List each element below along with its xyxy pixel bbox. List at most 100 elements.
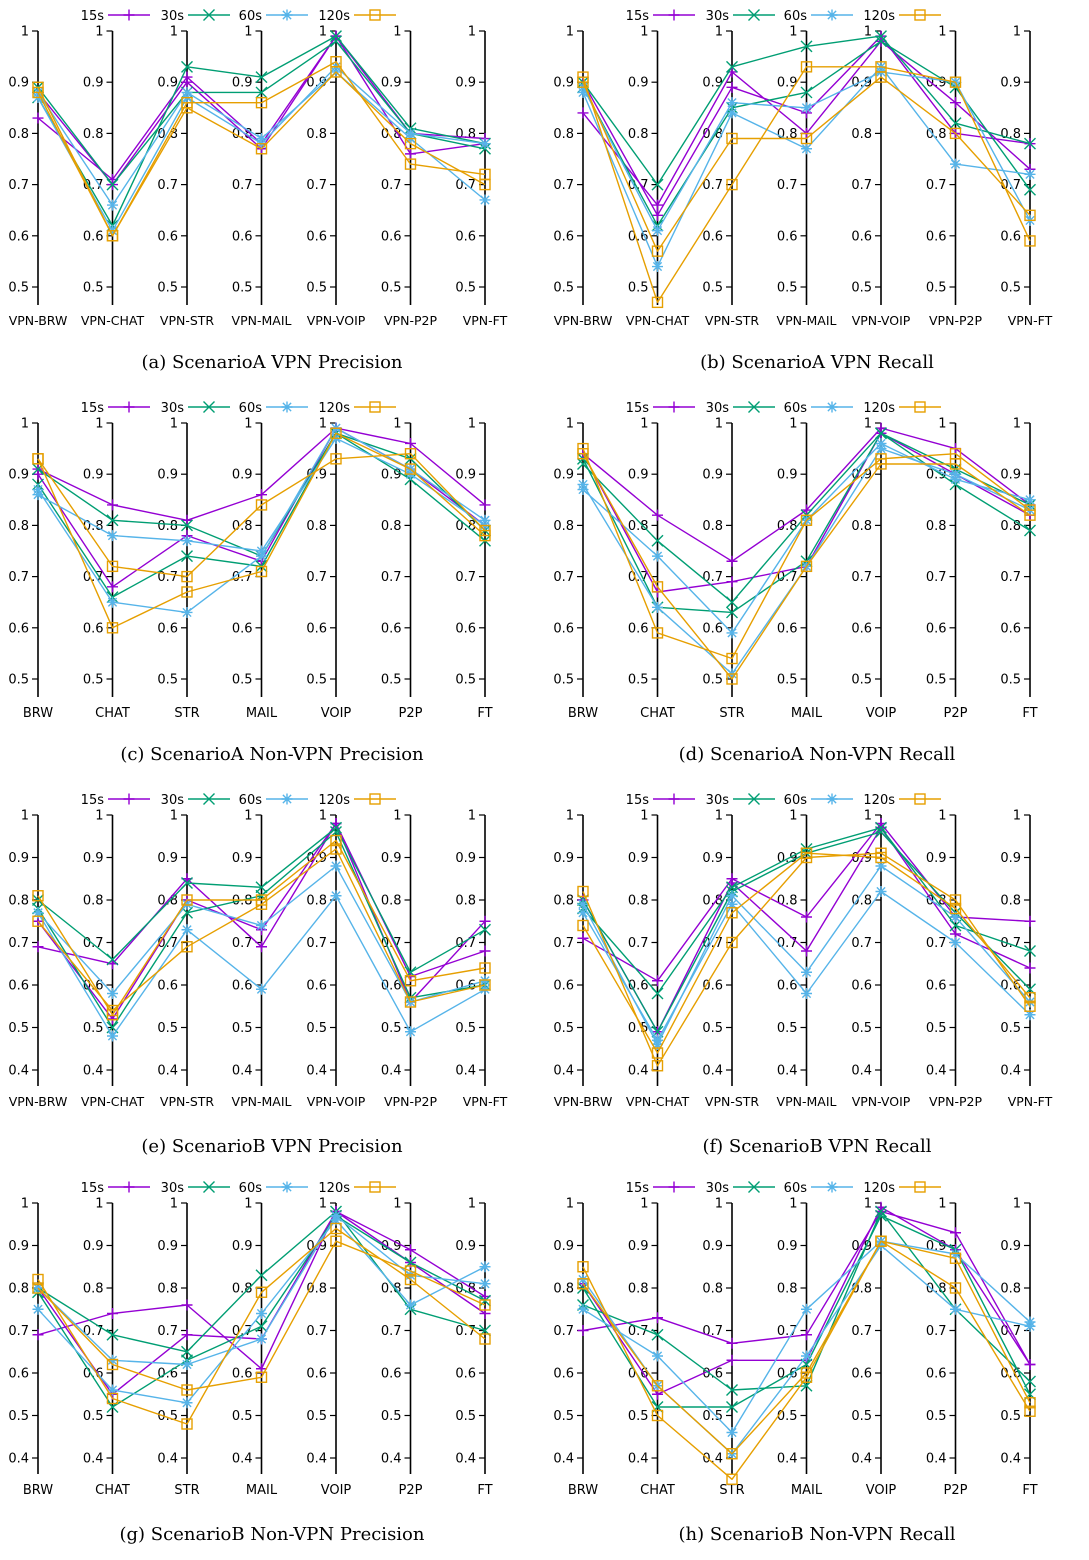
legend-marker-square (369, 9, 381, 21)
tick-label: 0.6 (777, 979, 798, 994)
chart-caption-e: (e) ScenarioB VPN Precision (141, 1136, 403, 1157)
tick-label: 0.8 (232, 894, 253, 909)
data-point (577, 107, 589, 119)
legend-item-30s: 30s (161, 401, 230, 416)
data-point (651, 178, 664, 191)
data-point (950, 1303, 961, 1315)
tick-label: 0.4 (306, 1452, 327, 1467)
chart-panel-b: 15s 30s 60s 120s 0.5 0.6 0.7 0.8 0.9 1 VPN-BRW 0.5 0… (545, 0, 1089, 392)
data-point (726, 673, 738, 685)
tick-label: 0.5 (1000, 1409, 1021, 1424)
data-point (651, 987, 664, 1000)
tick-label: 1 (393, 809, 401, 824)
data-point (800, 847, 813, 859)
data-point (32, 941, 44, 953)
data-point (801, 945, 812, 957)
data-point (726, 890, 738, 902)
data-point (479, 499, 491, 511)
tick-label: 0.5 (306, 281, 327, 296)
data-point (652, 1312, 663, 1324)
tick-label: 0.5 (628, 1021, 649, 1036)
tick-label: 1 (244, 1197, 252, 1212)
legend-item-60s: 60s (239, 401, 308, 416)
data-point (651, 581, 664, 593)
data-point (801, 1329, 812, 1341)
tick-label: 0.6 (553, 229, 574, 244)
data-point (181, 1299, 193, 1311)
tick-label: 0.8 (777, 519, 798, 534)
legend-marker-plus (668, 9, 680, 21)
chart-svg-a: 15s 30s 60s 120s0.50.60.70.80.91VPN-BRW0.50… (8, 9, 507, 328)
data-point (577, 1303, 589, 1315)
category-label: FT (1022, 1483, 1037, 1498)
category-label: VOIP (866, 706, 897, 721)
tick-label: 0.7 (306, 570, 327, 585)
legend-marker-square (369, 401, 381, 413)
tick-label: 0.7 (306, 1324, 327, 1339)
axes: 0.5 0.6 0.7 0.8 0.9 1 VPN-BRW 0.5 0.6 0.7 0.8 0.9 1 V… (553, 25, 1052, 329)
data-point (652, 509, 663, 521)
tick-label: 0.8 (553, 127, 574, 142)
data-point (949, 1282, 962, 1294)
tick-label: 0.7 (926, 1324, 947, 1339)
tick-label: 0.8 (83, 894, 104, 909)
tick-label: 0.4 (455, 1452, 476, 1467)
tick-label: 1 (95, 809, 103, 824)
tick-label: 1 (319, 417, 327, 432)
legend-item-60s: 60s (784, 9, 853, 24)
category-label: MAIL (246, 706, 278, 721)
legend-item-30s: 30s (706, 401, 775, 416)
data-point (479, 178, 491, 191)
data-point (479, 983, 491, 995)
data-point (1024, 1397, 1036, 1409)
data-point (32, 1303, 44, 1315)
tick-label: 0.5 (455, 1409, 476, 1424)
data-point (106, 622, 119, 634)
tick-label: 0.6 (306, 979, 327, 994)
legend-item-120s: 120s (863, 9, 941, 24)
tick-label: 0.8 (1000, 1282, 1021, 1297)
data-point (1024, 524, 1036, 537)
tick-label: 0.7 (381, 178, 402, 193)
chart-panel-c: 15s 30s 60s 120s 0.5 0.6 0.7 0.8 0.9 1 BRW 0.5 0.6 0.… (0, 392, 544, 784)
tick-label: 0.5 (702, 1409, 723, 1424)
data-point (107, 1308, 118, 1319)
tick-label: 0.7 (8, 936, 29, 951)
legend-item-60s: 60s (784, 1181, 853, 1196)
legend-item-15s: 15s (626, 793, 695, 808)
data-point (652, 261, 663, 273)
series-120s (577, 1235, 1036, 1485)
category-label: FT (477, 706, 492, 721)
data-point (330, 1210, 342, 1222)
tick-label: 0.6 (926, 1367, 947, 1382)
legend: 15s 30s 60s 120s (626, 9, 941, 24)
data-point (479, 915, 491, 927)
legend-label: 60s (239, 401, 263, 416)
series-line (37, 453, 486, 578)
tick-label: 0.8 (232, 1282, 253, 1297)
data-point (181, 1359, 193, 1370)
data-point (479, 975, 491, 987)
data-point (652, 199, 663, 211)
tick-label: 1 (244, 417, 252, 432)
data-point (651, 245, 664, 257)
tick-label: 1 (170, 1197, 178, 1212)
legend-marker-plus (123, 9, 135, 21)
tick-label: 0.9 (455, 468, 476, 483)
legend-item-15s: 15s (626, 1181, 695, 1196)
category-label: VPN-MAIL (777, 1094, 837, 1109)
data-point (577, 1325, 589, 1336)
tick-label: 0.4 (8, 1452, 29, 1467)
tick-label: 0.5 (8, 1021, 29, 1036)
category-label: VPN-BRW (554, 1094, 613, 1109)
tick-label: 0.9 (702, 76, 723, 91)
data-point (330, 890, 342, 902)
legend-label: 15s (81, 401, 105, 416)
tick-label: 0.7 (306, 936, 327, 951)
category-label: VPN-STR (705, 313, 760, 328)
tick-label: 0.8 (926, 127, 947, 142)
data-point (181, 606, 193, 618)
data-point (1024, 168, 1036, 180)
tick-label: 0.8 (553, 1282, 574, 1297)
chart-caption-c: (c) ScenarioA Non-VPN Precision (120, 744, 424, 765)
